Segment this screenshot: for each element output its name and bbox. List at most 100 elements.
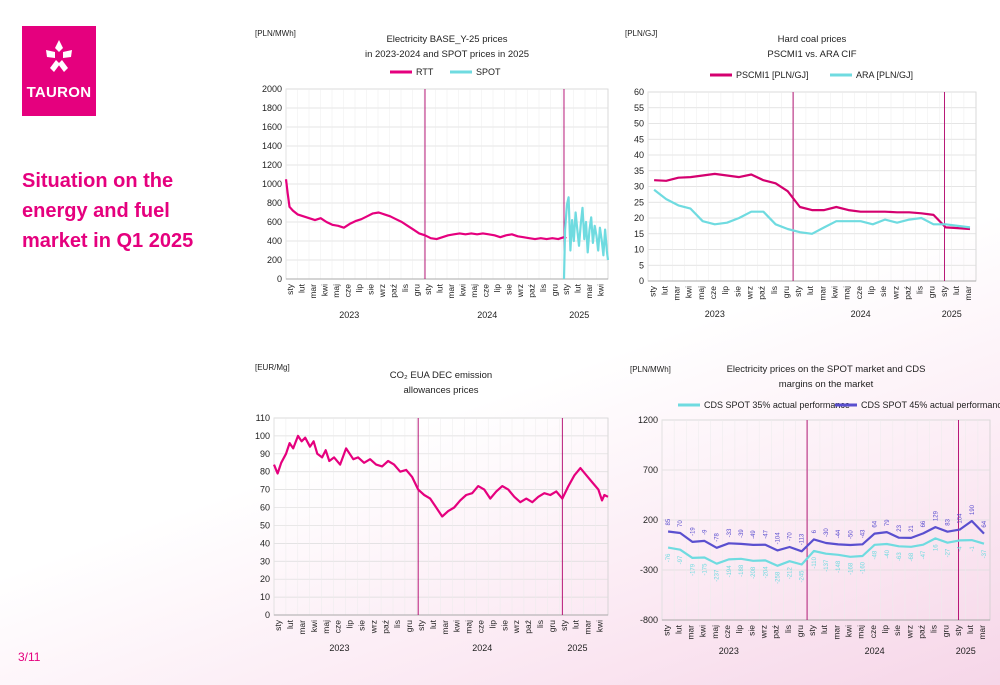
y-tick-label: 90 <box>260 449 270 459</box>
data-label: -63 <box>897 552 903 561</box>
y-tick-label: 60 <box>260 503 270 513</box>
x-month-label: paź <box>523 620 533 634</box>
x-month-label: sty <box>559 619 569 631</box>
x-month-label: mar <box>831 625 841 640</box>
x-year-label: 2025 <box>569 310 589 320</box>
series-line <box>562 196 610 280</box>
x-month-label: kwi <box>458 284 468 296</box>
x-month-label: mar <box>977 625 987 640</box>
x-month-label: gru <box>795 625 805 638</box>
x-month-label: wrz <box>368 620 378 634</box>
x-year-label: 2023 <box>719 646 739 656</box>
y-tick-label: 110 <box>256 413 270 423</box>
x-month-label: maj <box>469 284 479 298</box>
cds-margin-chart: [PLN/MWh] Electricity prices on the SPOT … <box>630 364 1000 656</box>
y-tick-label: 800 <box>267 198 282 208</box>
x-month-label: gru <box>941 625 951 638</box>
data-label: -104 <box>775 532 781 545</box>
data-label: -44 <box>836 529 842 538</box>
x-month-label: kwi <box>594 620 604 632</box>
x-month-label: lut <box>951 285 961 295</box>
x-month-label: lut <box>428 619 438 629</box>
x-year-label: 2024 <box>477 310 497 320</box>
x-month-label: sie <box>356 620 366 631</box>
y-tick-label: 10 <box>260 592 270 602</box>
x-month-label: lut <box>819 624 829 634</box>
data-label: 64 <box>873 520 879 527</box>
x-month-label: wrz <box>744 286 754 300</box>
chart-title-line: margins on the market <box>779 379 874 390</box>
x-month-label: cze <box>722 625 732 639</box>
data-label: -194 <box>727 565 733 578</box>
x-month-label: mar <box>446 284 456 299</box>
y-tick-label: 20 <box>634 213 644 223</box>
x-year-label: 2024 <box>851 309 871 319</box>
chart-unit-label: [PLN/MWh] <box>630 365 671 374</box>
x-month-label: sty <box>807 624 817 636</box>
y-tick-label: 30 <box>634 182 644 192</box>
x-month-label: kwi <box>309 620 319 632</box>
x-month-label: lis <box>400 284 410 292</box>
data-label: -33 <box>727 528 733 537</box>
x-month-label: kwi <box>452 620 462 632</box>
chart-title-line: allowances prices <box>404 385 479 396</box>
chart-unit-label: [PLN/GJ] <box>625 29 657 38</box>
y-tick-label: 35 <box>634 166 644 176</box>
y-tick-label: -800 <box>640 615 658 625</box>
data-label: -70 <box>788 532 794 541</box>
tauron-logo: TAURON <box>22 26 96 116</box>
data-label: -48 <box>873 550 879 559</box>
x-month-label: cze <box>475 620 485 634</box>
x-month-label: kwi <box>684 286 694 298</box>
legend-entry: SPOT <box>476 67 501 77</box>
x-month-label: maj <box>331 284 341 298</box>
data-label: 70 <box>678 520 684 527</box>
coal-price-chart: [PLN/GJ] Hard coal prices PSCMI1 vs. ARA C… <box>625 29 977 319</box>
x-month-label: paź <box>527 284 537 298</box>
x-month-label: lis <box>392 620 402 628</box>
x-month-label: lut <box>285 619 295 629</box>
x-month-label: paź <box>380 620 390 634</box>
x-month-label: lut <box>659 285 669 295</box>
data-label: 79 <box>885 519 891 526</box>
x-year-label: 2023 <box>339 310 359 320</box>
x-month-label: cze <box>481 284 491 298</box>
x-month-label: mar <box>583 620 593 635</box>
page-number: 3/11 <box>18 650 41 664</box>
legend-entry: PSCMI1 [PLN/GJ] <box>736 70 809 80</box>
x-month-label: lip <box>720 286 730 295</box>
data-label: -19 <box>690 527 696 536</box>
chart-title-line: PSCMI1 vs. ARA CIF <box>767 49 856 60</box>
data-label: -9 <box>703 529 709 535</box>
data-label: -43 <box>860 529 866 538</box>
y-tick-label: 45 <box>634 134 644 144</box>
x-month-label: lis <box>535 620 545 628</box>
y-tick-label: 1200 <box>262 160 282 170</box>
x-month-label: wrz <box>904 625 914 639</box>
y-tick-label: 55 <box>634 103 644 113</box>
series-line <box>667 519 985 553</box>
y-tick-label: 50 <box>260 520 270 530</box>
data-label: -179 <box>690 563 696 576</box>
data-label: -113 <box>800 533 806 545</box>
x-month-label: kwi <box>698 625 708 637</box>
x-month-label: sie <box>499 620 509 631</box>
x-month-label: cze <box>854 286 864 300</box>
x-month-label: sty <box>416 619 426 631</box>
y-tick-label: 40 <box>634 150 644 160</box>
data-label: 190 <box>970 504 976 515</box>
y-tick-label: 1600 <box>262 122 282 132</box>
x-month-label: cze <box>708 286 718 300</box>
page-headline: Situation on the energy and fuel market … <box>22 170 194 252</box>
x-month-label: mar <box>817 286 827 301</box>
x-month-label: maj <box>856 625 866 639</box>
eua-price-chart: [EUR/Mg] CO₂ EUA DEC emission allowances p… <box>255 363 609 653</box>
y-tick-label: 200 <box>643 515 658 525</box>
data-label: -39 <box>739 529 745 538</box>
series-line <box>667 537 985 567</box>
legend-entry: ARA [PLN/GJ] <box>856 70 913 80</box>
x-month-label: lip <box>866 286 876 295</box>
data-label: 6 <box>812 529 818 533</box>
x-month-label: lip <box>734 625 744 634</box>
y-tick-label: 70 <box>260 485 270 495</box>
